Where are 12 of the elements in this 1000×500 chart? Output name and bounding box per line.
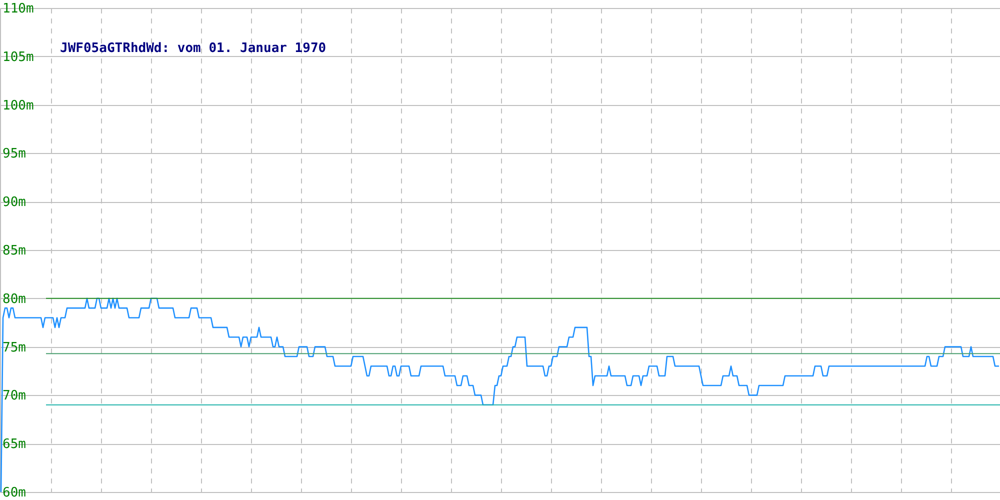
y-tick-label: 95m bbox=[2, 146, 26, 162]
y-tick-label: 65m bbox=[2, 437, 26, 452]
y-tick-label: 80m bbox=[2, 292, 26, 307]
y-tick-label: 100m bbox=[2, 98, 34, 114]
y-tick-label: 85m bbox=[2, 244, 26, 258]
y-tick-label: 75m bbox=[2, 340, 26, 356]
text: JWF05aGTRhdWd: vom 01. Januar 1970 bbox=[60, 41, 326, 56]
y-tick-label: 110m bbox=[2, 2, 34, 16]
y-tick-label: 105m bbox=[2, 50, 34, 65]
y-tick-label: 60m bbox=[2, 486, 26, 500]
y-tick-label: 90m bbox=[2, 195, 26, 210]
y-tick-label: 70m bbox=[2, 388, 26, 404]
